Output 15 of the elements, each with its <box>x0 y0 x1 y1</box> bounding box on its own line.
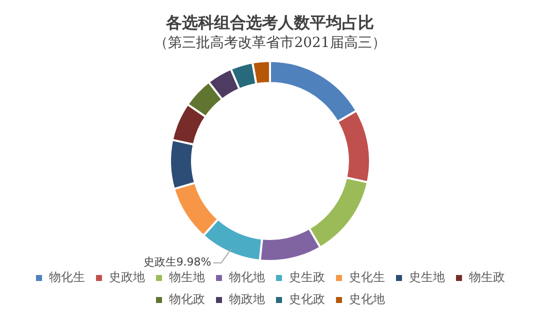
legend-label: 物化政 <box>169 292 205 306</box>
legend-label: 物化生 <box>49 270 85 284</box>
legend-label: 史化生 <box>349 270 385 284</box>
chart-subtitle: （第三批高考改革省市2021届高三） <box>154 35 386 52</box>
legend-label: 史化政 <box>289 292 325 306</box>
legend-label: 史化地 <box>349 292 385 306</box>
legend-label: 物政地 <box>229 292 265 306</box>
legend-label: 物生地 <box>169 270 205 284</box>
legend-label: 史生政 <box>289 270 325 284</box>
legend-label: 物化地 <box>229 270 265 284</box>
legend-label: 物生政 <box>469 270 505 284</box>
legend-label: 史政地 <box>109 270 145 284</box>
chart-title: 各选科组合选考人数平均占比 <box>165 12 374 32</box>
data-label: 史政生9.98% <box>143 256 212 269</box>
legend-label: 史生地 <box>409 270 445 284</box>
